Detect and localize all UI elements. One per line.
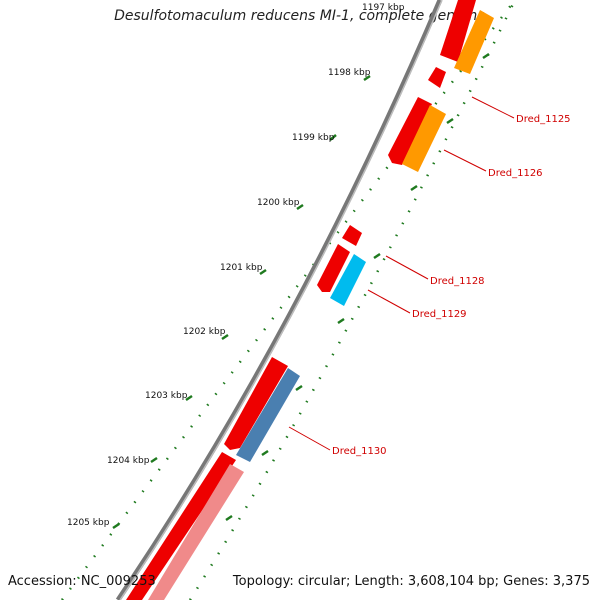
genome-backbone (115, 0, 443, 600)
label-leaders (288, 96, 515, 451)
tick-mark (296, 203, 304, 211)
tick-mark (363, 74, 371, 82)
cds-feature[interactable] (236, 368, 300, 462)
tick-mark (373, 252, 381, 260)
tick-label: 1201 kbp (220, 263, 263, 273)
cds-feature[interactable] (126, 452, 236, 600)
tick-mark (185, 394, 193, 402)
genome-summary-text: Topology: circular; Length: 3,608,104 bp… (232, 574, 590, 589)
cds-feature[interactable] (330, 254, 366, 306)
tick-label: 1203 kbp (145, 391, 188, 401)
tick-mark (150, 456, 158, 464)
leader-line (443, 149, 487, 172)
map-title: Desulfotomaculum reducens MI-1, complete… (114, 8, 486, 24)
tick-labels: 1197 kbp 1198 kbp 1199 kbp 1200 kbp 1201… (67, 3, 405, 528)
tick-label: 1200 kbp (257, 198, 300, 208)
cds-feature[interactable] (428, 67, 446, 88)
tick-mark (337, 317, 345, 325)
tick-mark (221, 333, 229, 341)
leader-line (385, 255, 429, 280)
reverse-cds-track (148, 10, 494, 600)
gene-label-dred-1126[interactable]: Dred_1126 (488, 168, 543, 179)
tick-mark (225, 514, 233, 522)
outer-dot-ring (60, 0, 516, 600)
leader-line (288, 426, 331, 451)
tick-mark (261, 449, 269, 457)
tick-mark (410, 184, 418, 192)
cds-feature[interactable] (342, 225, 362, 246)
tick-label: 1204 kbp (107, 456, 150, 466)
cds-feature[interactable] (402, 105, 446, 172)
tick-mark (329, 134, 337, 141)
tick-label: 1198 kbp (328, 68, 371, 78)
forward-cds-track (126, 0, 476, 600)
tick-label: 1202 kbp (183, 327, 226, 337)
tick-label: 1205 kbp (67, 518, 110, 528)
inner-dot-ring (188, 0, 517, 600)
tick-label: 1197 kbp (362, 3, 405, 13)
tick-mark (482, 52, 490, 60)
gene-label-dred-1128[interactable]: Dred_1128 (430, 276, 485, 287)
tick-label: 1199 kbp (292, 133, 335, 143)
gene-label-dred-1130[interactable]: Dred_1130 (332, 446, 387, 457)
leader-line (471, 96, 515, 119)
cds-feature[interactable] (317, 244, 350, 292)
tick-mark (259, 268, 267, 276)
cds-feature[interactable] (388, 97, 432, 165)
tick-mark (295, 384, 303, 392)
gene-label-dred-1129[interactable]: Dred_1129 (412, 309, 467, 320)
genome-backbone-highlight (119, 0, 443, 600)
gene-labels: Dred_1125 Dred_1126 Dred_1128 Dred_1129 … (332, 114, 571, 457)
tick-mark (446, 117, 454, 125)
leader-line (367, 289, 411, 314)
cds-feature[interactable] (440, 0, 476, 62)
tick-mark (112, 522, 120, 530)
gene-label-dred-1125[interactable]: Dred_1125 (516, 114, 571, 125)
inner-tick-marks (225, 52, 490, 522)
cds-feature[interactable] (224, 357, 288, 450)
cds-feature[interactable] (148, 464, 244, 600)
tick-marks (112, 74, 371, 530)
accession-text: Accession: NC_009253 (8, 574, 156, 589)
cds-feature[interactable] (454, 10, 494, 74)
